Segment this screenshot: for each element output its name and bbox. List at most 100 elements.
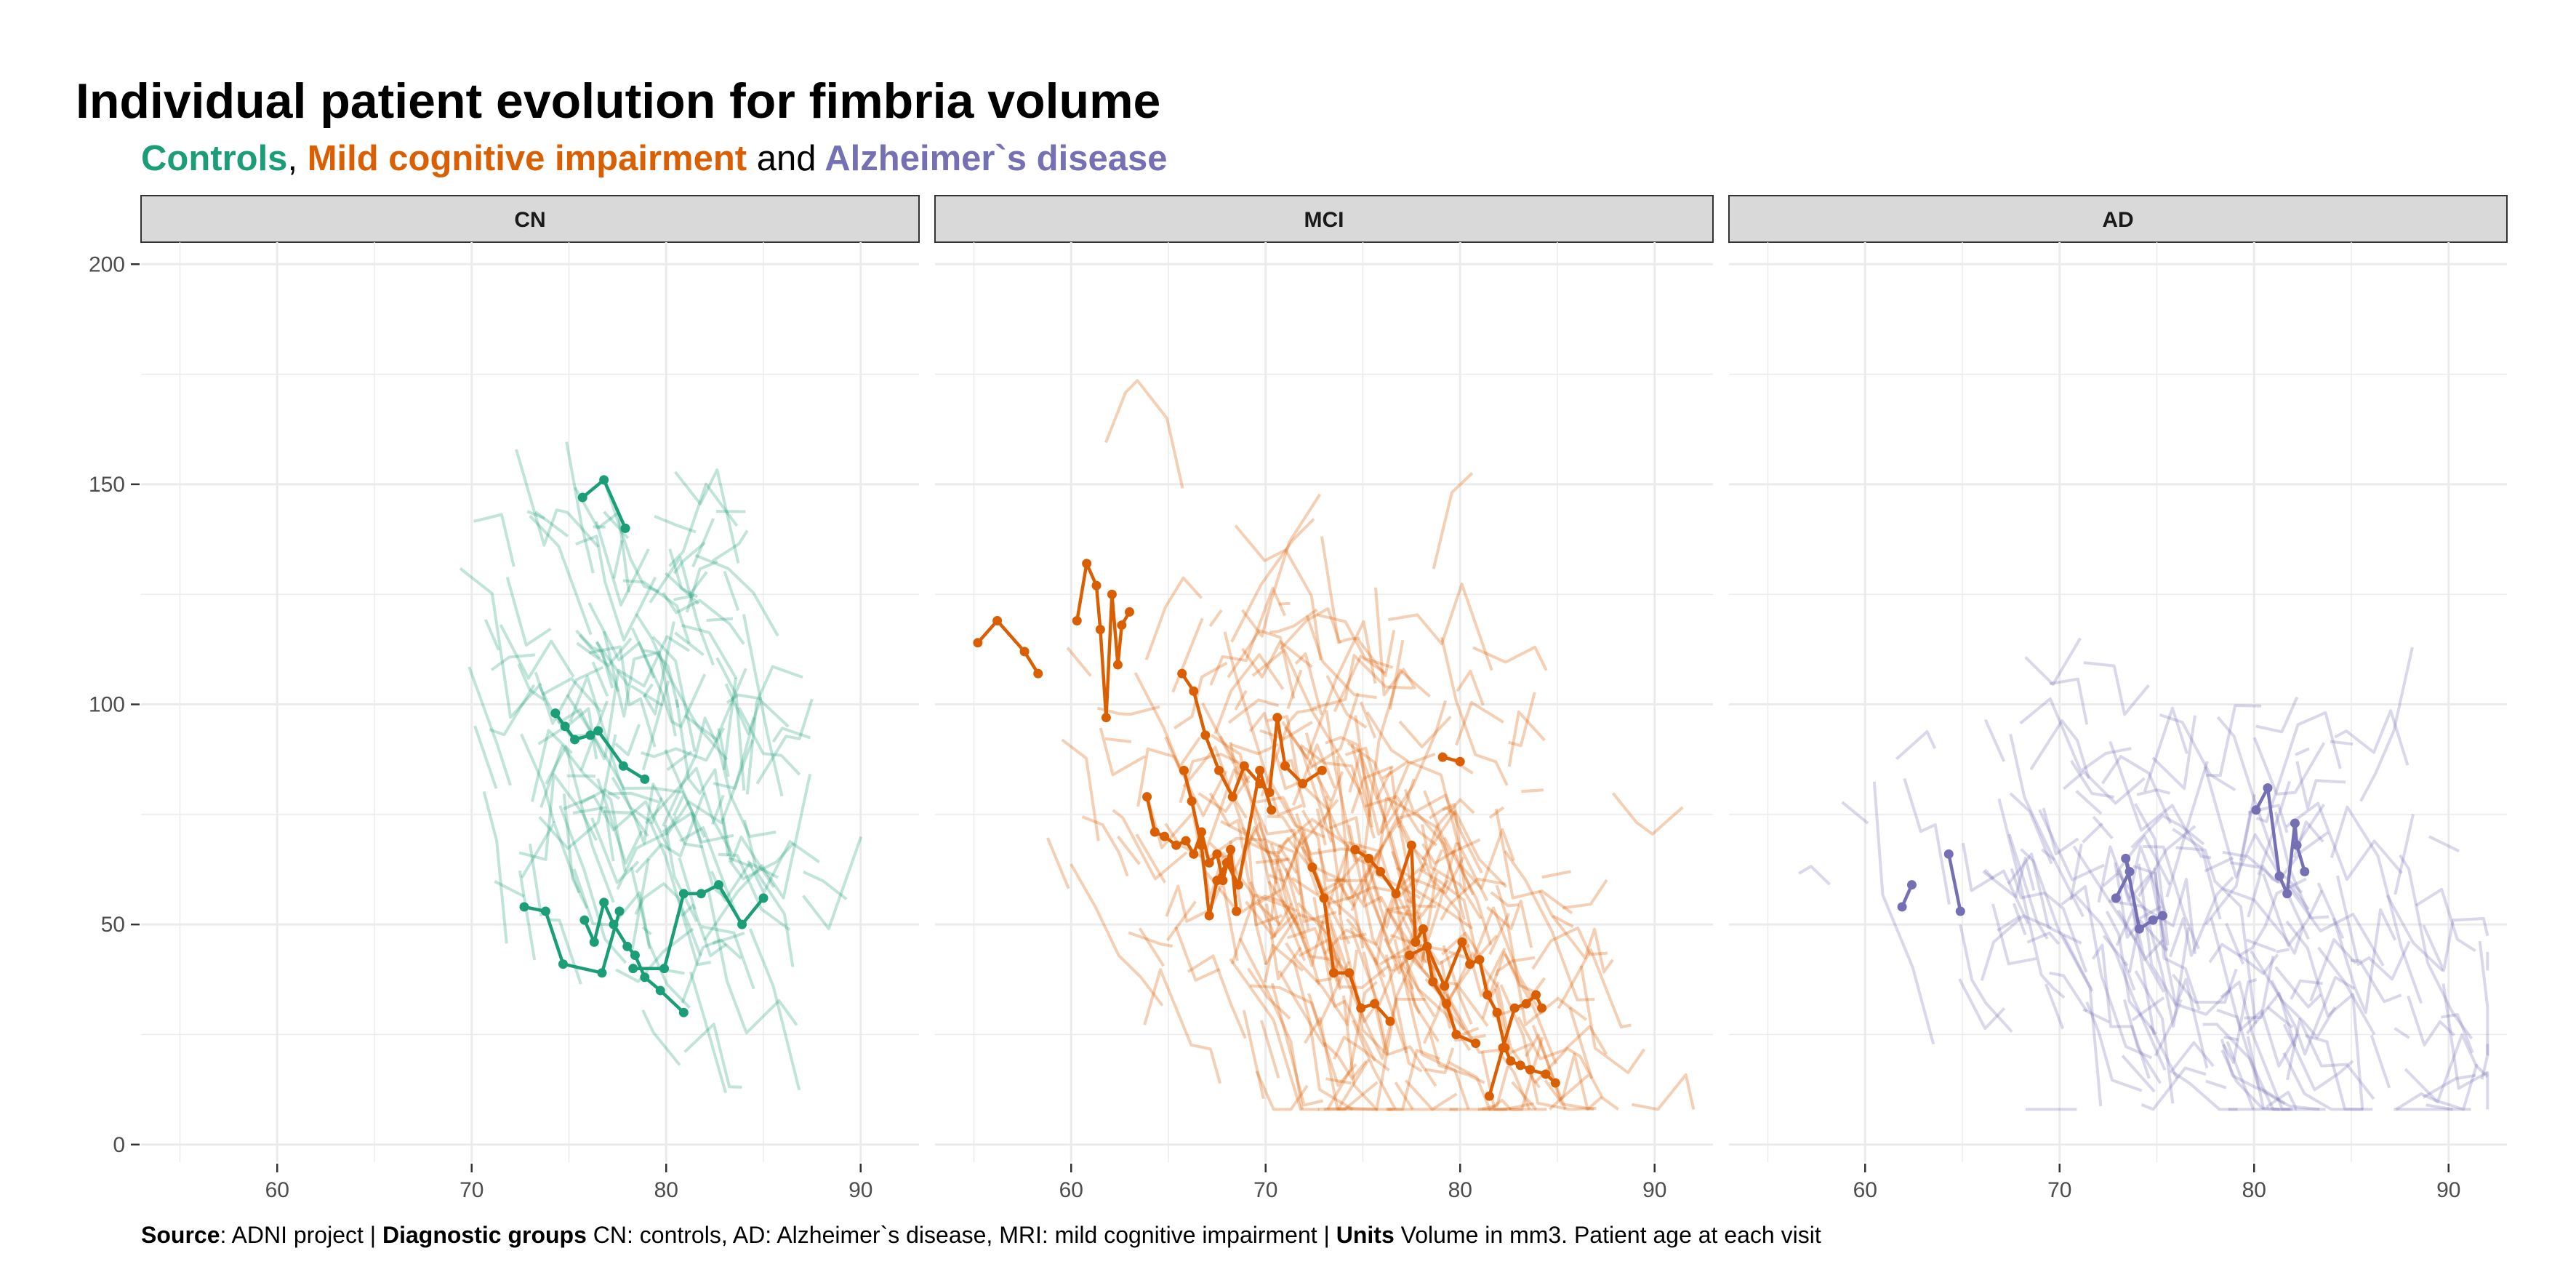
visit-point: [1189, 849, 1199, 859]
patient-trajectory: [1249, 881, 1277, 938]
visit-point: [1095, 625, 1105, 635]
patient-trajectory: [1298, 937, 1389, 989]
patient-trajectory: [1285, 942, 1358, 1026]
patient-trajectory: [520, 733, 555, 823]
patient-trajectory: [2428, 835, 2460, 853]
patient-trajectory: [1521, 788, 1544, 793]
patient-trajectory: [2169, 876, 2234, 958]
patient-trajectory: [1456, 841, 1488, 902]
patient-trajectory: [1491, 977, 1546, 1018]
patient-trajectory: [602, 631, 677, 737]
patient-trajectory: [1531, 1025, 1567, 1111]
patient-trajectory: [728, 842, 795, 881]
patient-trajectory: [1548, 1052, 1603, 1111]
patient-trajectory: [1326, 980, 1379, 1111]
visit-point: [1189, 686, 1199, 696]
patient-trajectory: [1403, 788, 1483, 874]
visit-point: [1465, 959, 1475, 969]
patient-trajectory: [1267, 815, 1347, 884]
patient-trajectory: [1488, 806, 1505, 819]
patient-trajectory: [1208, 792, 1268, 965]
patient-trajectory: [1798, 865, 1831, 886]
visit-point: [1474, 955, 1485, 965]
patient-trajectory: [1144, 576, 1203, 660]
patient-trajectory: [1449, 1065, 1509, 1111]
patient-trajectory: [616, 815, 678, 890]
patient-trajectory: [2222, 831, 2330, 884]
visit-point: [628, 964, 638, 974]
patient-trajectory: [681, 903, 728, 958]
patient-trajectory: [1112, 809, 1188, 881]
patient-trajectory: [1962, 842, 2030, 924]
visit-point: [1160, 831, 1170, 841]
patient-trajectory: [2134, 970, 2175, 1104]
visit-point: [1457, 937, 1467, 947]
patient-trajectory: [1250, 984, 1357, 1087]
patient-trajectory: [1136, 747, 1228, 817]
patient-trajectory: [2041, 848, 2055, 862]
subtitle-controls: Controls: [141, 139, 288, 178]
patient-trajectory: [603, 635, 690, 758]
patient-trajectory: [2205, 1079, 2227, 1089]
patient-trajectory: [1524, 1033, 1594, 1111]
patient-trajectory: [2154, 999, 2183, 1057]
visit-point: [620, 523, 630, 533]
visit-point: [622, 941, 633, 951]
patient-trajectory: [2148, 1025, 2179, 1079]
patient-trajectory: [1432, 472, 1474, 569]
patient-trajectory: [2153, 867, 2209, 1069]
patient-trajectory: [1403, 977, 1421, 1015]
patient-trajectory: [1841, 801, 1869, 825]
patient-trajectory: [2024, 637, 2082, 686]
patient-trajectory: [2204, 856, 2234, 873]
visit-point: [593, 726, 603, 736]
patient-trajectory: [1320, 536, 1360, 644]
patient-trajectory: [2108, 878, 2197, 955]
visit-point: [1255, 765, 1265, 775]
patient-trajectory: [603, 785, 654, 845]
patient-trajectory: [1104, 737, 1132, 743]
patient-trajectory: [2266, 1006, 2294, 1029]
patient-trajectory: [1165, 884, 1209, 923]
patient-trajectory: [1432, 879, 1506, 998]
patient-trajectory: [1278, 817, 1347, 849]
patient-trajectory: [2332, 908, 2397, 1015]
visit-point: [1525, 1065, 1536, 1075]
patient-trajectory: [566, 694, 625, 788]
patient-trajectory: [1230, 518, 1315, 643]
patient-trajectory: [542, 677, 603, 713]
patient-trajectory: [1240, 493, 1321, 638]
visit-point: [1370, 999, 1380, 1009]
patient-trajectory: [2012, 903, 2027, 936]
visit-point: [1142, 792, 1152, 802]
patient-trajectory: [2007, 833, 2049, 940]
patient-trajectory: [1315, 957, 1342, 983]
patient-trajectory: [2133, 803, 2170, 945]
patient-trajectory: [2159, 713, 2236, 792]
patient-trajectory: [1315, 808, 1327, 846]
patient-trajectory: [1268, 873, 1285, 883]
patient-trajectory: [2423, 1073, 2476, 1099]
patient-trajectory: [2115, 908, 2156, 1035]
patient-trajectory: [1324, 796, 1337, 853]
patient-trajectory: [562, 793, 589, 909]
patient-trajectory: [2216, 1008, 2320, 1111]
patient-trajectory: [1312, 654, 1413, 710]
patient-trajectory: [622, 786, 684, 794]
patient-trajectory: [1301, 846, 1383, 903]
patient-trajectory: [531, 729, 573, 802]
patient-trajectory: [2407, 995, 2455, 1047]
patient-trajectory: [1304, 732, 1387, 873]
patient-trajectory: [2082, 1008, 2111, 1024]
patient-trajectory: [643, 649, 680, 708]
patient-trajectory: [1388, 639, 1405, 710]
patient-trajectory: [1359, 701, 1377, 739]
patient-trajectory: [579, 788, 621, 805]
patient-trajectory: [505, 577, 552, 647]
patient-trajectory: [1235, 766, 1337, 924]
patient-trajectory: [737, 707, 801, 776]
patient-trajectory: [1428, 1031, 1485, 1084]
x-tick-label: 60: [1853, 1178, 1877, 1202]
patient-trajectory: [1440, 877, 1506, 921]
patient-trajectory: [1418, 879, 1450, 920]
